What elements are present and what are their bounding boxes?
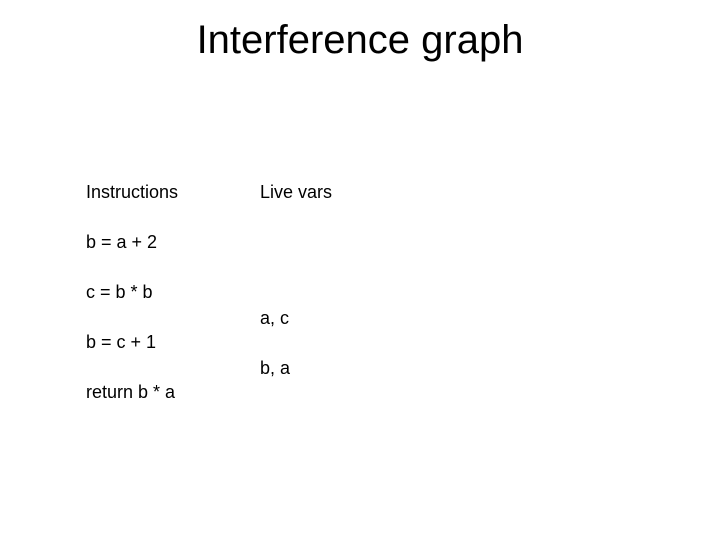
livevars-header: Live vars [260,182,332,204]
instruction-3: b = c + 1 [86,332,156,354]
instruction-4: return b * a [86,382,175,404]
instructions-header: Instructions [86,182,178,204]
slide-title: Interference graph [0,18,720,63]
instruction-1: b = a + 2 [86,232,157,254]
livevars-between-3-4: b, a [260,358,290,380]
slide: Interference graph Instructions Live var… [0,0,720,540]
instruction-2: c = b * b [86,282,153,304]
livevars-between-2-3: a, c [260,308,289,330]
